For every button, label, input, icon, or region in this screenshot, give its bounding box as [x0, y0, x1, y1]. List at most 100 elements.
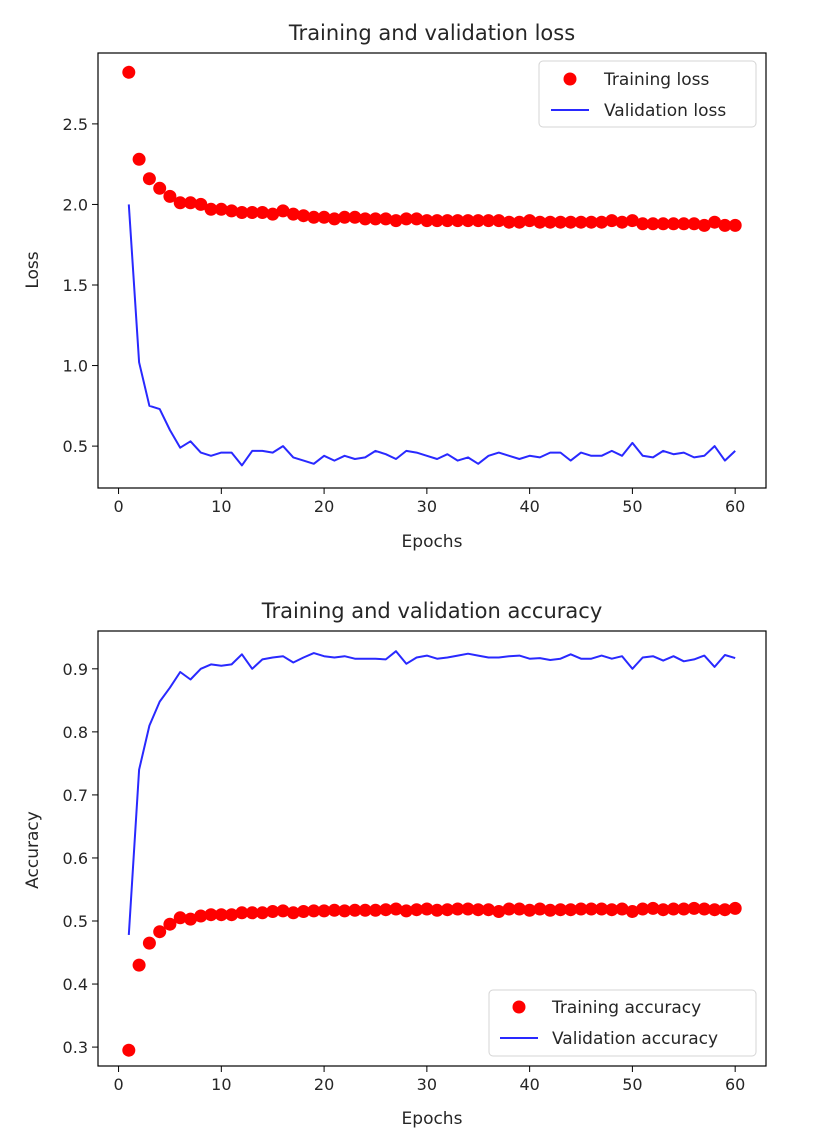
training-loss-point — [697, 218, 711, 232]
training-accuracy-point — [554, 903, 567, 917]
accuracy-chart-plot-area — [122, 650, 742, 1057]
training-loss-point — [605, 214, 619, 228]
training-accuracy-point — [482, 903, 495, 917]
training-loss-point — [173, 196, 187, 210]
training-loss-point — [718, 218, 732, 232]
training-accuracy-point — [728, 901, 742, 915]
training-loss-point — [584, 215, 598, 229]
training-accuracy-point — [430, 903, 444, 917]
training-accuracy-point — [667, 902, 680, 916]
training-accuracy-point — [523, 903, 537, 917]
training-loss-point — [502, 215, 516, 229]
x-tick-label: 50 — [622, 1075, 642, 1094]
training-loss-point — [512, 215, 526, 229]
training-accuracy-point — [276, 904, 290, 918]
training-accuracy-point — [369, 903, 382, 917]
y-tick-label: 1.5 — [63, 276, 88, 295]
legend-marker-training-accuracy — [512, 1000, 526, 1014]
training-loss-point — [399, 212, 413, 226]
training-loss-point — [636, 217, 650, 231]
training-accuracy-point — [564, 903, 578, 917]
training-accuracy-point — [595, 902, 609, 916]
training-loss-point — [410, 212, 424, 226]
training-accuracy-point — [471, 903, 485, 917]
training-loss-point — [420, 214, 434, 228]
training-loss-point — [245, 206, 259, 219]
y-tick-label: 2.5 — [63, 115, 88, 134]
training-loss-point — [307, 210, 321, 224]
legend-label-training-accuracy: Training accuracy — [551, 998, 701, 1018]
training-loss-point — [461, 214, 475, 228]
training-loss-point — [656, 217, 670, 231]
training-accuracy-point — [410, 903, 424, 917]
y-tick-label: 0.9 — [63, 660, 88, 679]
training-loss-point — [184, 196, 197, 210]
training-accuracy-point — [625, 905, 639, 918]
legend-label-training-loss: Training loss — [603, 70, 709, 90]
training-loss-point — [687, 217, 701, 231]
training-accuracy-point — [718, 903, 732, 917]
loss-chart-ylabel: Loss — [23, 251, 43, 288]
x-tick-label: 0 — [113, 497, 123, 516]
training-loss-point — [677, 217, 691, 231]
x-tick-label: 10 — [211, 1075, 231, 1094]
training-loss-point — [471, 214, 485, 228]
x-tick-label: 60 — [725, 497, 745, 516]
training-accuracy-point — [605, 903, 619, 917]
training-loss-point — [379, 212, 393, 226]
training-loss-point — [266, 207, 280, 221]
training-loss-point — [646, 217, 660, 231]
loss-chart: Training and validation loss 0 10 20 30 40 50… — [23, 21, 767, 552]
training-accuracy-point — [543, 903, 557, 917]
training-loss-point — [492, 214, 506, 228]
x-tick-label: 20 — [314, 497, 334, 516]
training-accuracy-point — [512, 902, 526, 916]
training-loss-point — [327, 212, 341, 226]
training-loss-point — [153, 181, 167, 195]
training-accuracy-point — [440, 903, 454, 917]
x-tick-label: 40 — [519, 497, 539, 516]
accuracy-chart-xlabel: Epochs — [402, 1109, 463, 1129]
training-accuracy-point — [225, 908, 239, 922]
training-accuracy-point — [153, 925, 167, 939]
training-loss-point — [728, 218, 742, 232]
training-loss-point — [276, 204, 290, 218]
training-accuracy-point — [656, 903, 670, 917]
loss-chart-xlabel: Epochs — [402, 532, 463, 552]
training-accuracy-point — [461, 902, 475, 916]
loss-chart-ticks: 0 10 20 30 40 50 60 0.5 1.0 1.5 2.0 2.5 — [63, 115, 746, 516]
training-loss-point — [389, 214, 403, 228]
accuracy-chart: Training and validation accuracy 0 10 20 30… — [23, 599, 767, 1129]
training-accuracy-point — [317, 904, 331, 918]
accuracy-chart-title: Training and validation accuracy — [261, 599, 603, 623]
y-tick-label: 2.0 — [63, 195, 88, 214]
y-tick-label: 0.4 — [63, 975, 88, 994]
training-loss-point — [667, 217, 680, 231]
training-loss-point — [708, 215, 722, 229]
x-tick-label: 50 — [622, 497, 642, 516]
training-loss-point — [440, 214, 454, 228]
training-accuracy-point — [451, 902, 465, 916]
training-accuracy-point — [646, 901, 660, 915]
training-accuracy-point — [173, 911, 187, 925]
x-tick-label: 30 — [417, 497, 437, 516]
training-loss-point — [338, 210, 352, 224]
training-loss-point — [317, 210, 331, 224]
training-accuracy-point — [502, 902, 516, 916]
validation-loss-line — [127, 204, 736, 467]
training-loss-point — [286, 207, 300, 221]
training-accuracy-point — [379, 903, 393, 917]
training-accuracy-point — [255, 906, 269, 920]
training-loss-point — [204, 202, 218, 216]
training-loss-point — [574, 215, 588, 229]
legend-label-validation-loss: Validation loss — [604, 101, 726, 121]
loss-chart-plot-area — [122, 65, 742, 467]
y-tick-label: 0.3 — [63, 1038, 88, 1057]
training-accuracy-point — [245, 906, 259, 920]
training-accuracy-point — [204, 908, 218, 922]
training-accuracy-point — [697, 902, 711, 916]
x-tick-label: 30 — [417, 1075, 437, 1094]
x-tick-label: 20 — [314, 1075, 334, 1094]
training-accuracy-point — [327, 903, 341, 917]
